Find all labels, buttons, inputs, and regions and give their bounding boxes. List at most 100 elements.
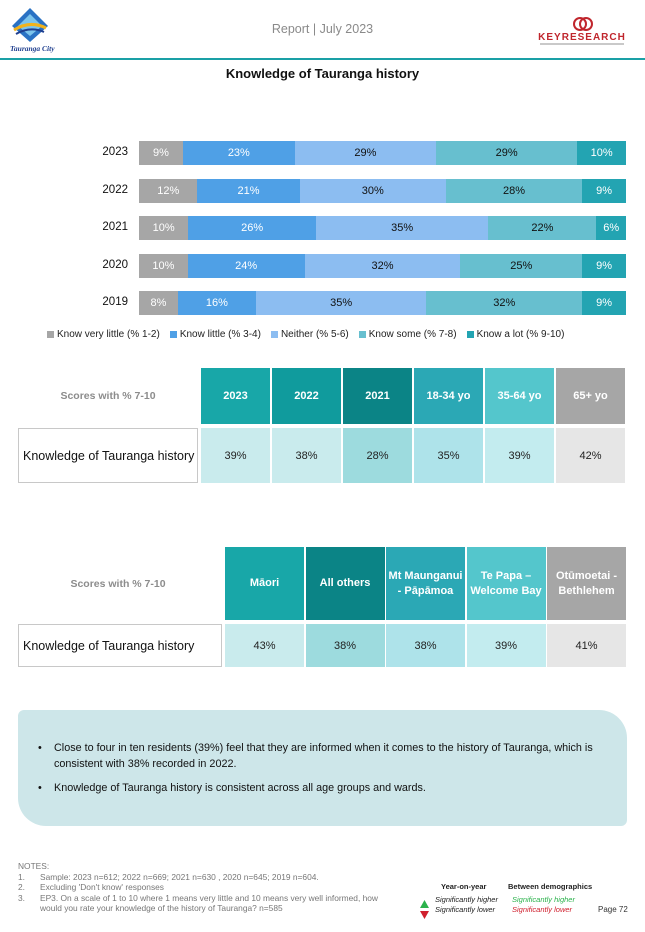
- logo-text: Tauranga City: [10, 44, 55, 53]
- data-label: 28%: [502, 184, 525, 197]
- year-label: 2022: [102, 183, 128, 196]
- bar-segment: 25%: [460, 253, 583, 278]
- bar-segment: 24%: [187, 253, 305, 278]
- bar-segment: 29%: [294, 141, 437, 165]
- note-text: Sample: 2023 n=612; 2022 n=669; 2021 n=6…: [40, 871, 319, 882]
- data-label: 25%: [510, 259, 533, 272]
- column-header: Otūmoetai - Bethlehem: [547, 547, 626, 620]
- note-text: Excluding 'Don't know' responses: [40, 882, 164, 892]
- table-cell: 38%: [305, 624, 385, 667]
- data-label: 30%: [361, 184, 384, 197]
- data-label: 22%: [531, 222, 554, 235]
- note-number: 3.: [18, 892, 25, 903]
- table-header-label: Scores with % 7-10: [60, 390, 156, 402]
- data-label: 23%: [227, 147, 250, 159]
- legend-swatch: [466, 331, 474, 338]
- bar-segment: 35%: [316, 216, 489, 241]
- note-text: EP3. On a scale of 1 to 10 where 1 means…: [40, 892, 378, 914]
- bar-segment: 16%: [177, 291, 256, 316]
- data-label: 6%: [603, 222, 620, 235]
- legend-item: Neither (% 5-6): [270, 329, 349, 340]
- bar-segment: 6%: [596, 216, 626, 241]
- report-title: Report | July 2023: [271, 22, 374, 36]
- data-label: 35%: [391, 222, 414, 235]
- bar-segment: 10%: [139, 216, 189, 241]
- yoy-higher-text: Significantly higher: [435, 895, 498, 904]
- bar-segment: 8%: [139, 291, 178, 316]
- bar-segment: 12%: [139, 178, 198, 203]
- column-header: 65+ yo: [556, 368, 625, 424]
- row-label: Knowledge of Tauranga history: [18, 428, 198, 483]
- bar-segment: 10%: [577, 141, 626, 165]
- demo-lower-text: Significantly lower: [512, 905, 573, 914]
- legend-label: Know a lot (% 9-10): [476, 329, 565, 340]
- keyresearch-logo: KEYRESEARCH: [532, 17, 632, 47]
- table-cell: 42%: [556, 428, 625, 483]
- legend-swatch: [358, 331, 366, 338]
- note-number: 2.: [18, 882, 25, 892]
- legend-label: Know little (% 3-4): [179, 329, 261, 340]
- year-label: 2020: [102, 258, 128, 271]
- legend-item: Know some (% 7-8): [358, 329, 457, 340]
- column-header: 35-64 yo: [485, 368, 554, 424]
- stacked-bar-chart: 2023 9% 23% 29% 29% 10% 2022 12% 21% 30% 28% 9% 2021…: [0, 0, 645, 330]
- data-label: 26%: [241, 222, 264, 235]
- chart-legend: Know very little (% 1-2) Know little (% 3…: [47, 329, 564, 340]
- tauranga-city-logo: Tauranga City: [8, 4, 68, 56]
- header-divider: [0, 58, 645, 60]
- legend-item: Know very little (% 1-2): [47, 329, 160, 340]
- chart-title: Knowledge of Tauranga history: [225, 66, 420, 81]
- legend-label: Know very little (% 1-2): [57, 329, 160, 340]
- up-triangle-icon: [420, 895, 429, 913]
- row-label: Knowledge of Tauranga history: [18, 624, 222, 667]
- bar-segment: 29%: [436, 141, 578, 165]
- legend-label: Know some (% 7-8): [368, 329, 457, 340]
- summary-bullet: Knowledge of Tauranga history is consist…: [36, 780, 614, 796]
- column-header: Te Papa – Welcome Bay: [466, 547, 546, 620]
- note-number: 1.: [18, 871, 25, 882]
- data-label: 10%: [152, 222, 175, 235]
- legend-label: Neither (% 5-6): [280, 329, 349, 340]
- summary-box: Close to four in ten residents (39%) fee…: [18, 710, 627, 826]
- column-header: All others: [305, 547, 385, 620]
- data-label: 12%: [157, 184, 180, 197]
- yoy-heading: Year-on-year: [441, 882, 487, 891]
- table-cell: 43%: [225, 624, 304, 667]
- bar-segment: 26%: [188, 216, 317, 241]
- table-cell: 28%: [343, 428, 412, 483]
- page-number: Page 72: [598, 905, 628, 914]
- table-cell: 35%: [414, 428, 483, 483]
- table-cell: 38%: [272, 428, 341, 483]
- data-label: 29%: [354, 147, 377, 159]
- column-header: 2023: [201, 368, 270, 424]
- legend-swatch: [270, 331, 278, 338]
- legend-swatch: [47, 331, 54, 338]
- data-label: 9%: [152, 147, 169, 159]
- data-label: 32%: [371, 259, 394, 272]
- data-label: 32%: [493, 297, 516, 310]
- data-label: 8%: [150, 297, 167, 310]
- column-header: Mt Maunganui - Pāpāmoa: [386, 547, 465, 620]
- notes: NOTES: 1. Sample: 2023 n=612; 2022 n=669;…: [18, 861, 398, 914]
- column-header: 18-34 yo: [414, 368, 483, 424]
- data-label: 10%: [152, 259, 175, 272]
- notes-heading: NOTES:: [18, 861, 50, 871]
- data-label: 29%: [495, 147, 518, 159]
- bar-segment: 32%: [426, 291, 583, 316]
- legend-item: Know a lot (% 9-10): [466, 329, 565, 340]
- data-label: 24%: [235, 259, 258, 272]
- bar-segment: 28%: [445, 178, 583, 203]
- table-cell: 39%: [485, 428, 554, 483]
- data-label: 9%: [596, 184, 613, 197]
- table-cell: 39%: [201, 428, 270, 483]
- down-triangle-icon: [420, 906, 429, 924]
- column-header: 2022: [272, 368, 341, 424]
- summary-bullet: Close to four in ten residents (39%) fee…: [36, 740, 614, 772]
- column-header: Māori: [225, 547, 304, 620]
- table-header-label: Scores with % 7-10: [70, 577, 166, 590]
- bar-segment: 9%: [582, 253, 626, 278]
- bar-segment: 10%: [139, 253, 188, 278]
- demographics-heading: Between demographics: [508, 882, 593, 891]
- year-label: 2019: [102, 296, 128, 309]
- data-label: 35%: [330, 297, 353, 310]
